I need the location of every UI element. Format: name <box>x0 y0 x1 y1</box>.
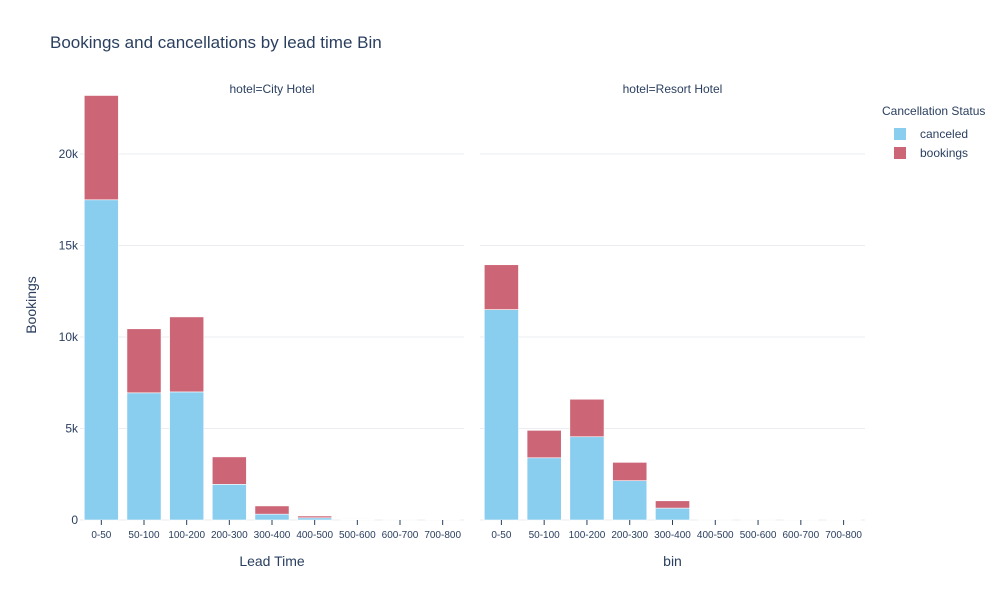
bar-canceled-0-3 <box>211 484 247 521</box>
x-axis-title-1: bin <box>663 553 682 569</box>
bar-bookings-0-0 <box>83 95 119 201</box>
facet-label-1: hotel=Resort Hotel <box>623 82 723 96</box>
facet-label-0: hotel=City Hotel <box>229 82 314 96</box>
x-tick-label-0-8: 700-800 <box>424 530 461 541</box>
legend: Cancellation Status canceled bookings <box>882 104 985 162</box>
bar-canceled-0-5 <box>297 517 333 521</box>
chart-title: Bookings and cancellations by lead time … <box>50 33 382 52</box>
x-tick-label-0-5: 400-500 <box>296 530 333 541</box>
bar-bookings-0-6 <box>339 518 375 520</box>
y-tick-label: 10k <box>59 330 79 344</box>
x-tick-label-0-4: 300-400 <box>254 530 291 541</box>
y-tick-label: 15k <box>59 239 79 253</box>
x-tick-label-0-6: 500-600 <box>339 530 376 541</box>
bar-bookings-0-1 <box>126 328 162 394</box>
bar-canceled-1-3 <box>612 480 648 521</box>
bar-canceled-0-4 <box>254 513 290 521</box>
x-tick-label-1-3: 200-300 <box>611 530 648 541</box>
x-tick-label-1-1: 50-100 <box>529 530 561 541</box>
bar-canceled-0-2 <box>169 391 205 521</box>
bar-bookings-0-3 <box>211 456 247 485</box>
x-tick-label-1-2: 100-200 <box>569 530 606 541</box>
bar-bookings-1-4 <box>655 500 690 509</box>
legend-item-canceled[interactable]: canceled <box>882 124 985 143</box>
x-tick-label-1-0: 0-50 <box>491 530 511 541</box>
bar-bookings-0-2 <box>169 316 205 393</box>
x-tick-label-1-7: 600-700 <box>782 530 819 541</box>
bar-bookings-1-1 <box>526 430 562 459</box>
y-axis-title: Bookings <box>23 276 39 334</box>
legend-swatch-canceled <box>894 127 906 140</box>
x-tick-label-1-8: 700-800 <box>825 530 862 541</box>
bar-canceled-1-2 <box>569 436 605 521</box>
bar-canceled-1-4 <box>655 507 690 521</box>
bar-bookings-0-4 <box>254 505 290 515</box>
bar-bookings-1-3 <box>612 462 648 481</box>
y-tick-label: 20k <box>59 147 79 161</box>
x-tick-label-0-7: 600-700 <box>382 530 419 541</box>
x-tick-label-0-3: 200-300 <box>211 530 248 541</box>
bar-bookings-0-5 <box>297 515 333 519</box>
x-tick-label-0-1: 50-100 <box>128 530 160 541</box>
bar-canceled-1-0 <box>483 309 519 521</box>
bar-canceled-1-1 <box>526 457 562 521</box>
x-tick-label-0-0: 0-50 <box>91 530 111 541</box>
bar-canceled-0-1 <box>126 392 162 521</box>
legend-label-canceled: canceled <box>920 126 969 141</box>
legend-label-bookings: bookings <box>920 145 969 160</box>
y-tick-label: 5k <box>65 422 79 436</box>
x-tick-label-1-6: 500-600 <box>740 530 777 541</box>
bar-canceled-0-0 <box>83 199 119 521</box>
bar-bookings-1-2 <box>569 398 605 438</box>
bar-bookings-1-0 <box>483 264 519 310</box>
x-tick-label-0-2: 100-200 <box>168 530 205 541</box>
x-tick-label-1-5: 400-500 <box>697 530 734 541</box>
legend-title: Cancellation Status <box>882 104 986 118</box>
x-tick-label-1-4: 300-400 <box>654 530 691 541</box>
x-axis-title-0: Lead Time <box>239 553 305 569</box>
legend-swatch-bookings <box>894 146 906 159</box>
legend-item-bookings[interactable]: bookings <box>882 143 985 162</box>
y-tick-label: 0 <box>71 513 78 527</box>
